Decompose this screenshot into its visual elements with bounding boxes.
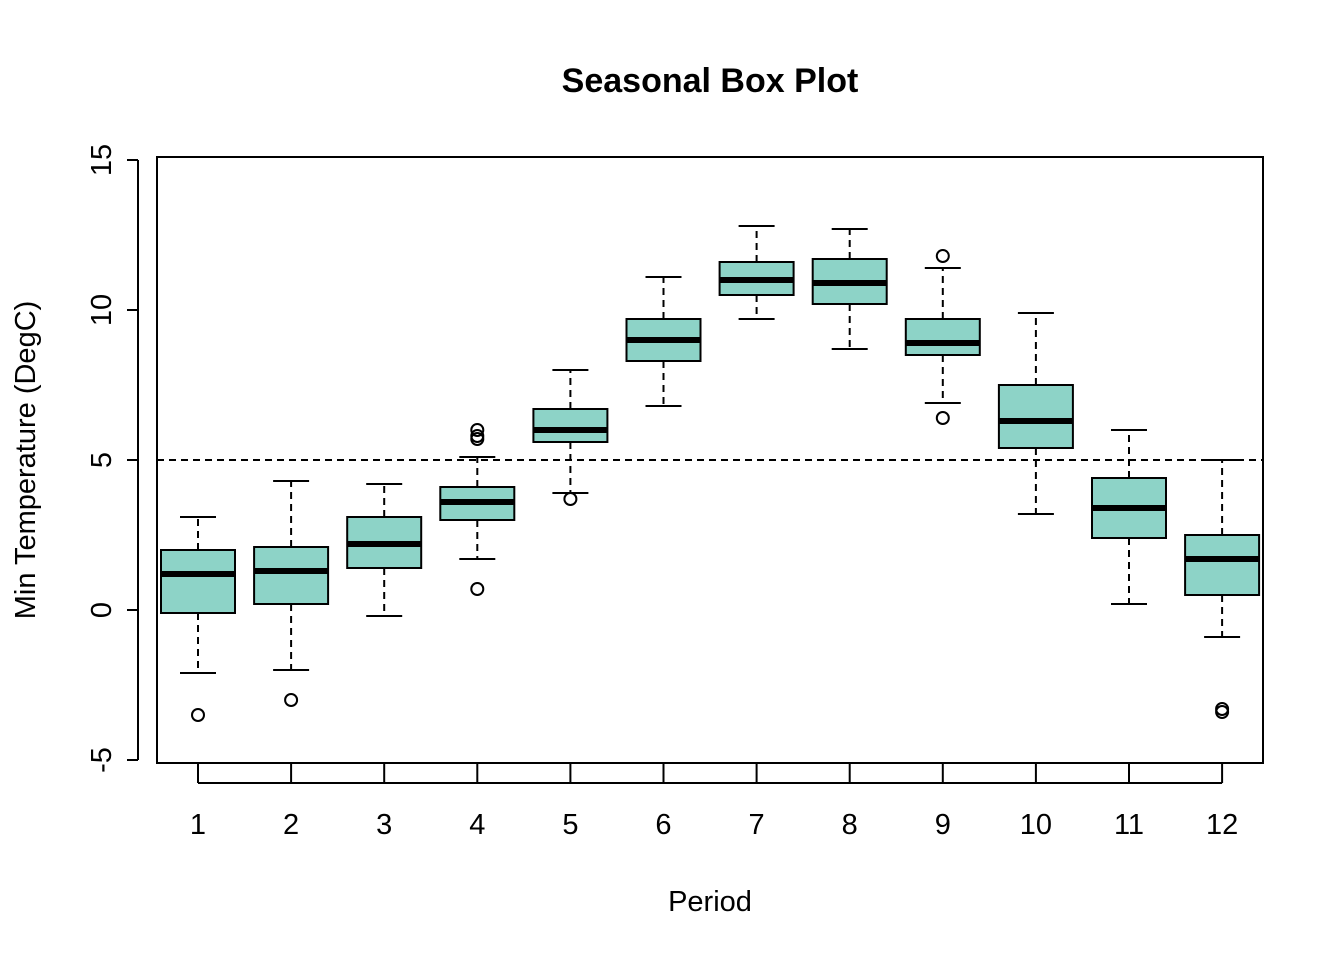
y-tick-label: 0 (86, 602, 118, 618)
x-tick-label: 8 (842, 809, 858, 841)
box-iqr (904, 318, 981, 356)
x-tick-label: 10 (1020, 809, 1052, 841)
box-period-9 (904, 249, 981, 425)
outlier-point (935, 249, 950, 263)
box-period-4 (439, 423, 516, 596)
chart-title: Seasonal Box Plot (562, 62, 859, 100)
y-tick-label: 15 (86, 144, 118, 176)
outlier-point (935, 411, 950, 425)
box-period-1 (160, 516, 236, 722)
y-tick-label: 10 (86, 294, 118, 326)
box-period-5 (532, 369, 609, 506)
box-period-12 (1184, 459, 1261, 719)
outlier-point (284, 693, 299, 707)
x-tick-label: 6 (655, 809, 671, 841)
outlier-point (563, 492, 578, 506)
x-tick-label: 4 (469, 809, 485, 841)
box-iqr (253, 546, 330, 605)
x-tick-label: 1 (190, 809, 206, 841)
box-iqr (532, 408, 609, 443)
x-tick-label: 12 (1206, 809, 1238, 841)
box-iqr (997, 384, 1074, 449)
box-period-8 (811, 228, 888, 350)
x-tick-label: 9 (935, 809, 951, 841)
y-axis: -5 0 5 10 15 (86, 144, 139, 773)
boxes-group (160, 225, 1261, 722)
x-axis-label: Period (668, 886, 752, 918)
y-tick-label: -5 (86, 747, 118, 773)
box-period-10 (997, 312, 1074, 515)
box-period-2 (253, 480, 330, 707)
box-period-3 (346, 483, 423, 617)
x-tick-label: 2 (283, 809, 299, 841)
y-tick-label: 5 (86, 452, 118, 468)
outlier-point (470, 582, 485, 596)
outlier-point (1215, 705, 1230, 719)
x-tick-label: 5 (562, 809, 578, 841)
box-iqr (1184, 534, 1261, 596)
box-period-7 (718, 225, 795, 320)
box-period-6 (625, 276, 702, 407)
box-iqr (160, 549, 236, 614)
x-tick-label: 7 (749, 809, 765, 841)
x-tick-label: 3 (376, 809, 392, 841)
x-axis: 1 2 3 4 5 6 7 8 9 10 11 12 (190, 763, 1238, 841)
outlier-point (470, 429, 485, 443)
outlier-point (470, 423, 485, 437)
box-period-11 (1091, 429, 1167, 605)
outlier-point (191, 708, 205, 722)
x-tick-label: 11 (1114, 809, 1144, 841)
y-axis-label: Min Temperature (DegC) (10, 301, 42, 620)
